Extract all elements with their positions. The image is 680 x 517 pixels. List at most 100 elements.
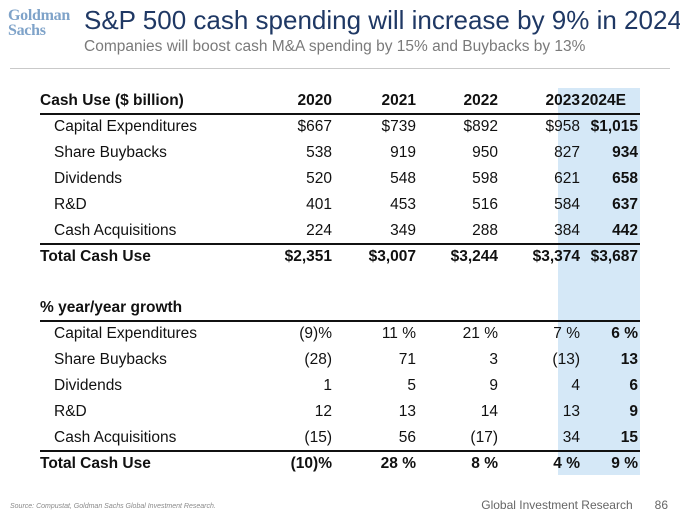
- row-label: R&D: [54, 403, 87, 420]
- growth-total-label: Total Cash Use: [40, 455, 151, 472]
- cell-2022: 9: [489, 377, 498, 394]
- cell-2023: 584: [554, 196, 580, 213]
- growth-row: R&D 12 13 14 13 9: [40, 399, 640, 425]
- total-2021: $3,007: [368, 248, 416, 265]
- cell-2022: 3: [489, 351, 498, 368]
- cell-2021: 548: [390, 170, 416, 187]
- cell-2024e: 6 %: [611, 325, 638, 342]
- cell-2020: 224: [306, 222, 332, 239]
- growth-header-rule: [40, 320, 640, 322]
- growth-total-row: Total Cash Use (10)% 28 % 8 % 4 % 9 %: [40, 451, 640, 477]
- col-header-2020: 2020: [297, 92, 332, 109]
- cell-2020: (15): [304, 429, 332, 446]
- cell-2022: 21 %: [462, 325, 498, 342]
- total-2020: $2,351: [284, 248, 332, 265]
- cell-2023: 34: [562, 429, 580, 446]
- row-label: Share Buybacks: [54, 144, 167, 161]
- growth-row: Share Buybacks (28) 71 3 (13) 13: [40, 347, 640, 373]
- cell-2024e: 13: [620, 351, 638, 368]
- cell-2022: 516: [472, 196, 498, 213]
- cell-2022: 598: [472, 170, 498, 187]
- publisher-name: Global Investment Research: [481, 498, 633, 512]
- title-divider: [10, 68, 670, 69]
- total-2024e: $3,687: [590, 248, 638, 265]
- row-label: Dividends: [54, 170, 123, 187]
- header-rule: [40, 113, 640, 115]
- row-label: Cash Acquisitions: [54, 222, 177, 239]
- cell-2022: 288: [472, 222, 498, 239]
- col-header-2023: 2023: [545, 92, 580, 109]
- growth-total-2021: 28 %: [380, 455, 416, 472]
- growth-total-2022: 8 %: [471, 455, 498, 472]
- growth-header-row: % year/year growth: [40, 295, 640, 321]
- col-header-2021: 2021: [381, 92, 416, 109]
- row-label: Share Buybacks: [54, 351, 167, 368]
- cell-2023: 4: [571, 377, 580, 394]
- col-header-2022: 2022: [463, 92, 498, 109]
- cell-2023: (13): [552, 351, 580, 368]
- page-subtitle: Companies will boost cash M&A spending b…: [84, 38, 586, 55]
- row-label: Capital Expenditures: [54, 325, 198, 342]
- cell-2024e: 6: [629, 377, 638, 394]
- cell-2021: 56: [398, 429, 416, 446]
- cell-2021: 5: [407, 377, 416, 394]
- cell-2023: 7 %: [553, 325, 580, 342]
- cell-2020: 520: [306, 170, 332, 187]
- cell-2023: 827: [554, 144, 580, 161]
- page-title: S&P 500 cash spending will increase by 9…: [84, 5, 680, 35]
- row-label: Dividends: [54, 377, 123, 394]
- cell-2021: 453: [390, 196, 416, 213]
- cell-2024e: 9: [629, 403, 638, 420]
- cell-2024e: 442: [612, 222, 638, 239]
- cell-2023: $958: [545, 118, 580, 135]
- cell-2024e: $1,015: [590, 118, 638, 135]
- cell-2021: 71: [398, 351, 416, 368]
- cell-2021: 13: [398, 403, 416, 420]
- cell-2020: 401: [306, 196, 332, 213]
- cell-2021: 11 %: [381, 325, 416, 342]
- cell-2020: 1: [323, 377, 332, 394]
- cell-2020: 12: [314, 403, 332, 420]
- growth-total-2023: 4 %: [553, 455, 580, 472]
- cell-2020: (9)%: [299, 325, 332, 342]
- cell-2020: (28): [304, 351, 332, 368]
- goldman-sachs-logo: Goldman Sachs: [8, 7, 70, 39]
- forecast-column-highlight: [558, 88, 640, 475]
- table-row: Capital Expenditures $667 $739 $892 $958…: [40, 114, 640, 140]
- growth-total-2020: (10)%: [290, 455, 332, 472]
- total-2022: $3,244: [450, 248, 498, 265]
- cell-2021: 349: [390, 222, 416, 239]
- cell-2021: 919: [390, 144, 416, 161]
- cell-2024e: 15: [620, 429, 638, 446]
- cell-2023: 384: [554, 222, 580, 239]
- row-label: R&D: [54, 196, 87, 213]
- total-label: Total Cash Use: [40, 248, 151, 265]
- cash-use-header-row: Cash Use ($ billion) 2020 2021 2022 2023…: [40, 88, 640, 114]
- total-row: Total Cash Use $2,351 $3,007 $3,244 $3,3…: [40, 244, 640, 270]
- footer-publisher: Global Investment Research 86: [481, 498, 668, 512]
- cell-2023: 13: [562, 403, 580, 420]
- total-rule: [40, 243, 640, 245]
- table-row: Share Buybacks 538 919 950 827 934: [40, 140, 640, 166]
- row-label: Cash Acquisitions: [54, 429, 177, 446]
- cell-2022: 14: [480, 403, 498, 420]
- growth-row: Cash Acquisitions (15) 56 (17) 34 15: [40, 425, 640, 451]
- cell-2021: $739: [381, 118, 416, 135]
- cell-2022: $892: [463, 118, 498, 135]
- cell-2023: 621: [554, 170, 580, 187]
- table-row: Cash Acquisitions 224 349 288 384 442: [40, 218, 640, 244]
- row-label: Capital Expenditures: [54, 118, 198, 135]
- page-number: 86: [654, 498, 668, 512]
- cell-2024e: 934: [612, 144, 638, 161]
- col-header-2024e: 2024E: [581, 92, 626, 109]
- cell-2024e: 637: [612, 196, 638, 213]
- cell-2022: (17): [470, 429, 498, 446]
- table-row: R&D 401 453 516 584 637: [40, 192, 640, 218]
- growth-total-2024e: 9 %: [611, 455, 638, 472]
- growth-header-label: % year/year growth: [40, 299, 183, 316]
- total-2023: $3,374: [532, 248, 580, 265]
- cash-use-header-label: Cash Use ($ billion): [40, 92, 184, 109]
- cell-2020: $667: [297, 118, 332, 135]
- growth-total-rule: [40, 450, 640, 452]
- growth-row: Capital Expenditures (9)% 11 % 21 % 7 % …: [40, 321, 640, 347]
